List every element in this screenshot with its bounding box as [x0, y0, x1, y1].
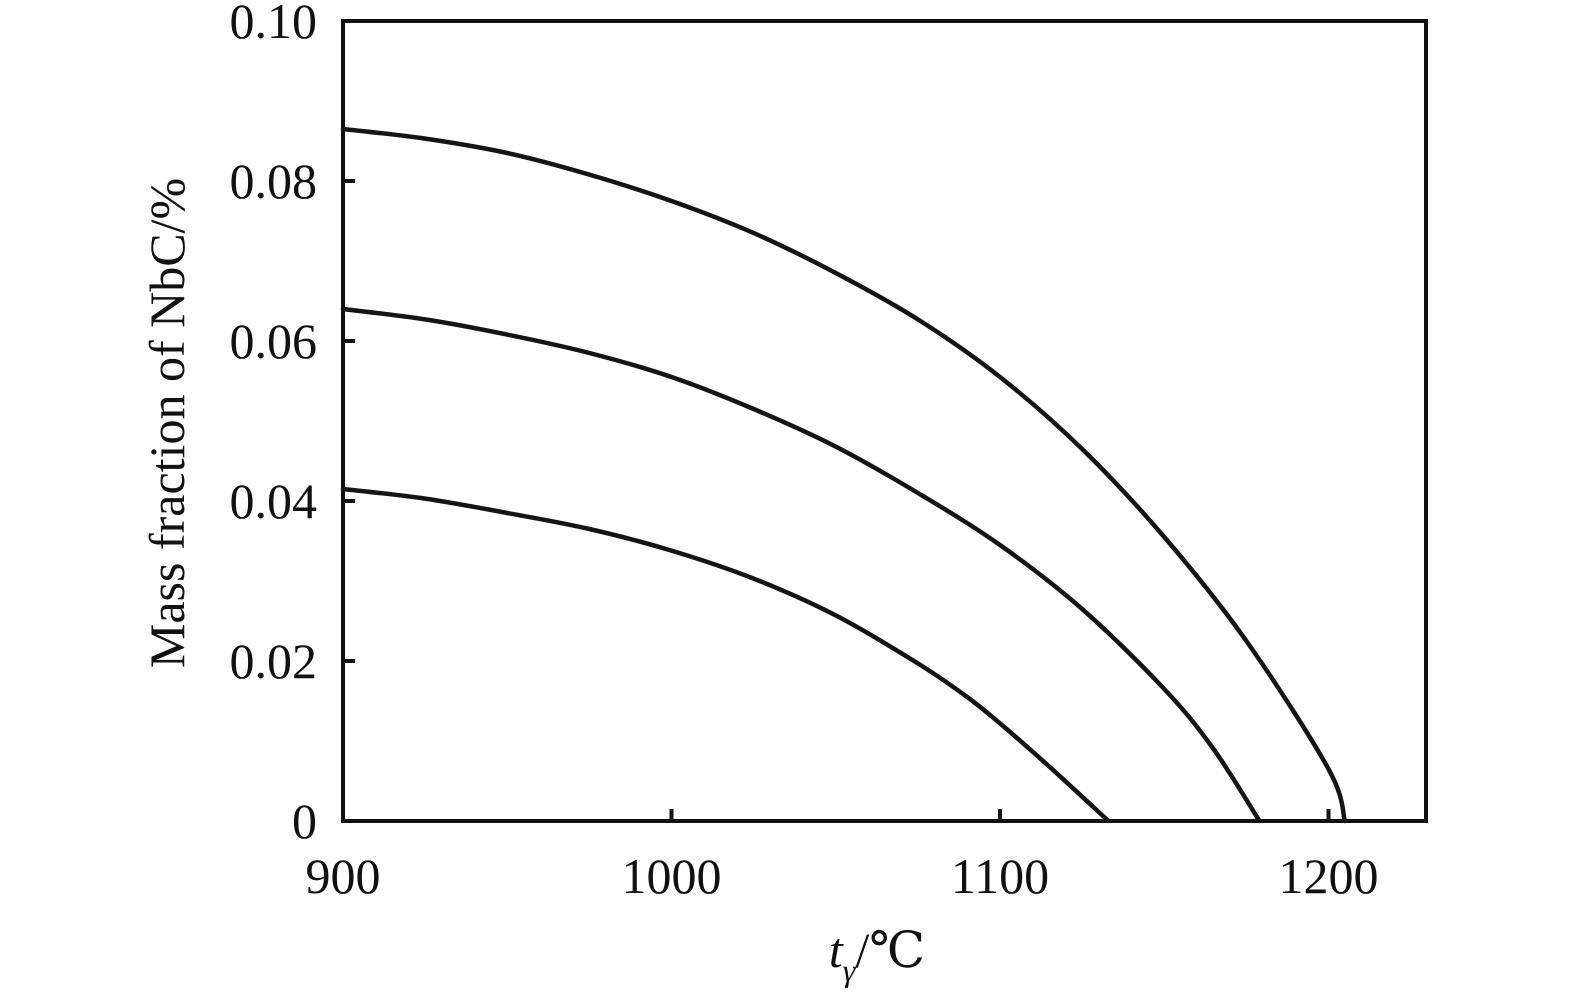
- series-line-3: [340, 486, 1111, 824]
- y-tick-label: 0.04: [230, 473, 318, 529]
- y-tick-label: 0.06: [230, 313, 318, 369]
- x-tick-label: 1200: [1279, 848, 1379, 904]
- x-tick-label: 900: [306, 848, 381, 904]
- x-axis-title-subscript: γ: [843, 952, 857, 988]
- plot-frame: [341, 19, 1428, 823]
- x-axis-title-main: t: [829, 922, 844, 978]
- y-tick-label: 0.02: [230, 633, 318, 689]
- y-tick-label: 0: [292, 793, 317, 849]
- y-tick-label: 0.10: [230, 0, 318, 49]
- y-axis-title: Mass fraction of NbC/%: [139, 178, 195, 668]
- series-line-1: [340, 126, 1348, 824]
- x-tick-label: 1100: [951, 848, 1049, 904]
- y-tick-label: 0.08: [230, 153, 318, 209]
- y-axis-ticks: 0 0.02 0.04 0.06 0.08 0.10: [230, 0, 355, 849]
- series-line-2: [340, 306, 1262, 824]
- x-axis-ticks: 900 1000 1100 1200: [306, 809, 1379, 904]
- series-group: [340, 126, 1348, 824]
- x-tick-label: 1000: [622, 848, 722, 904]
- x-axis-title-unit: /℃: [855, 922, 925, 978]
- x-axis-title: tγ/℃: [829, 922, 925, 988]
